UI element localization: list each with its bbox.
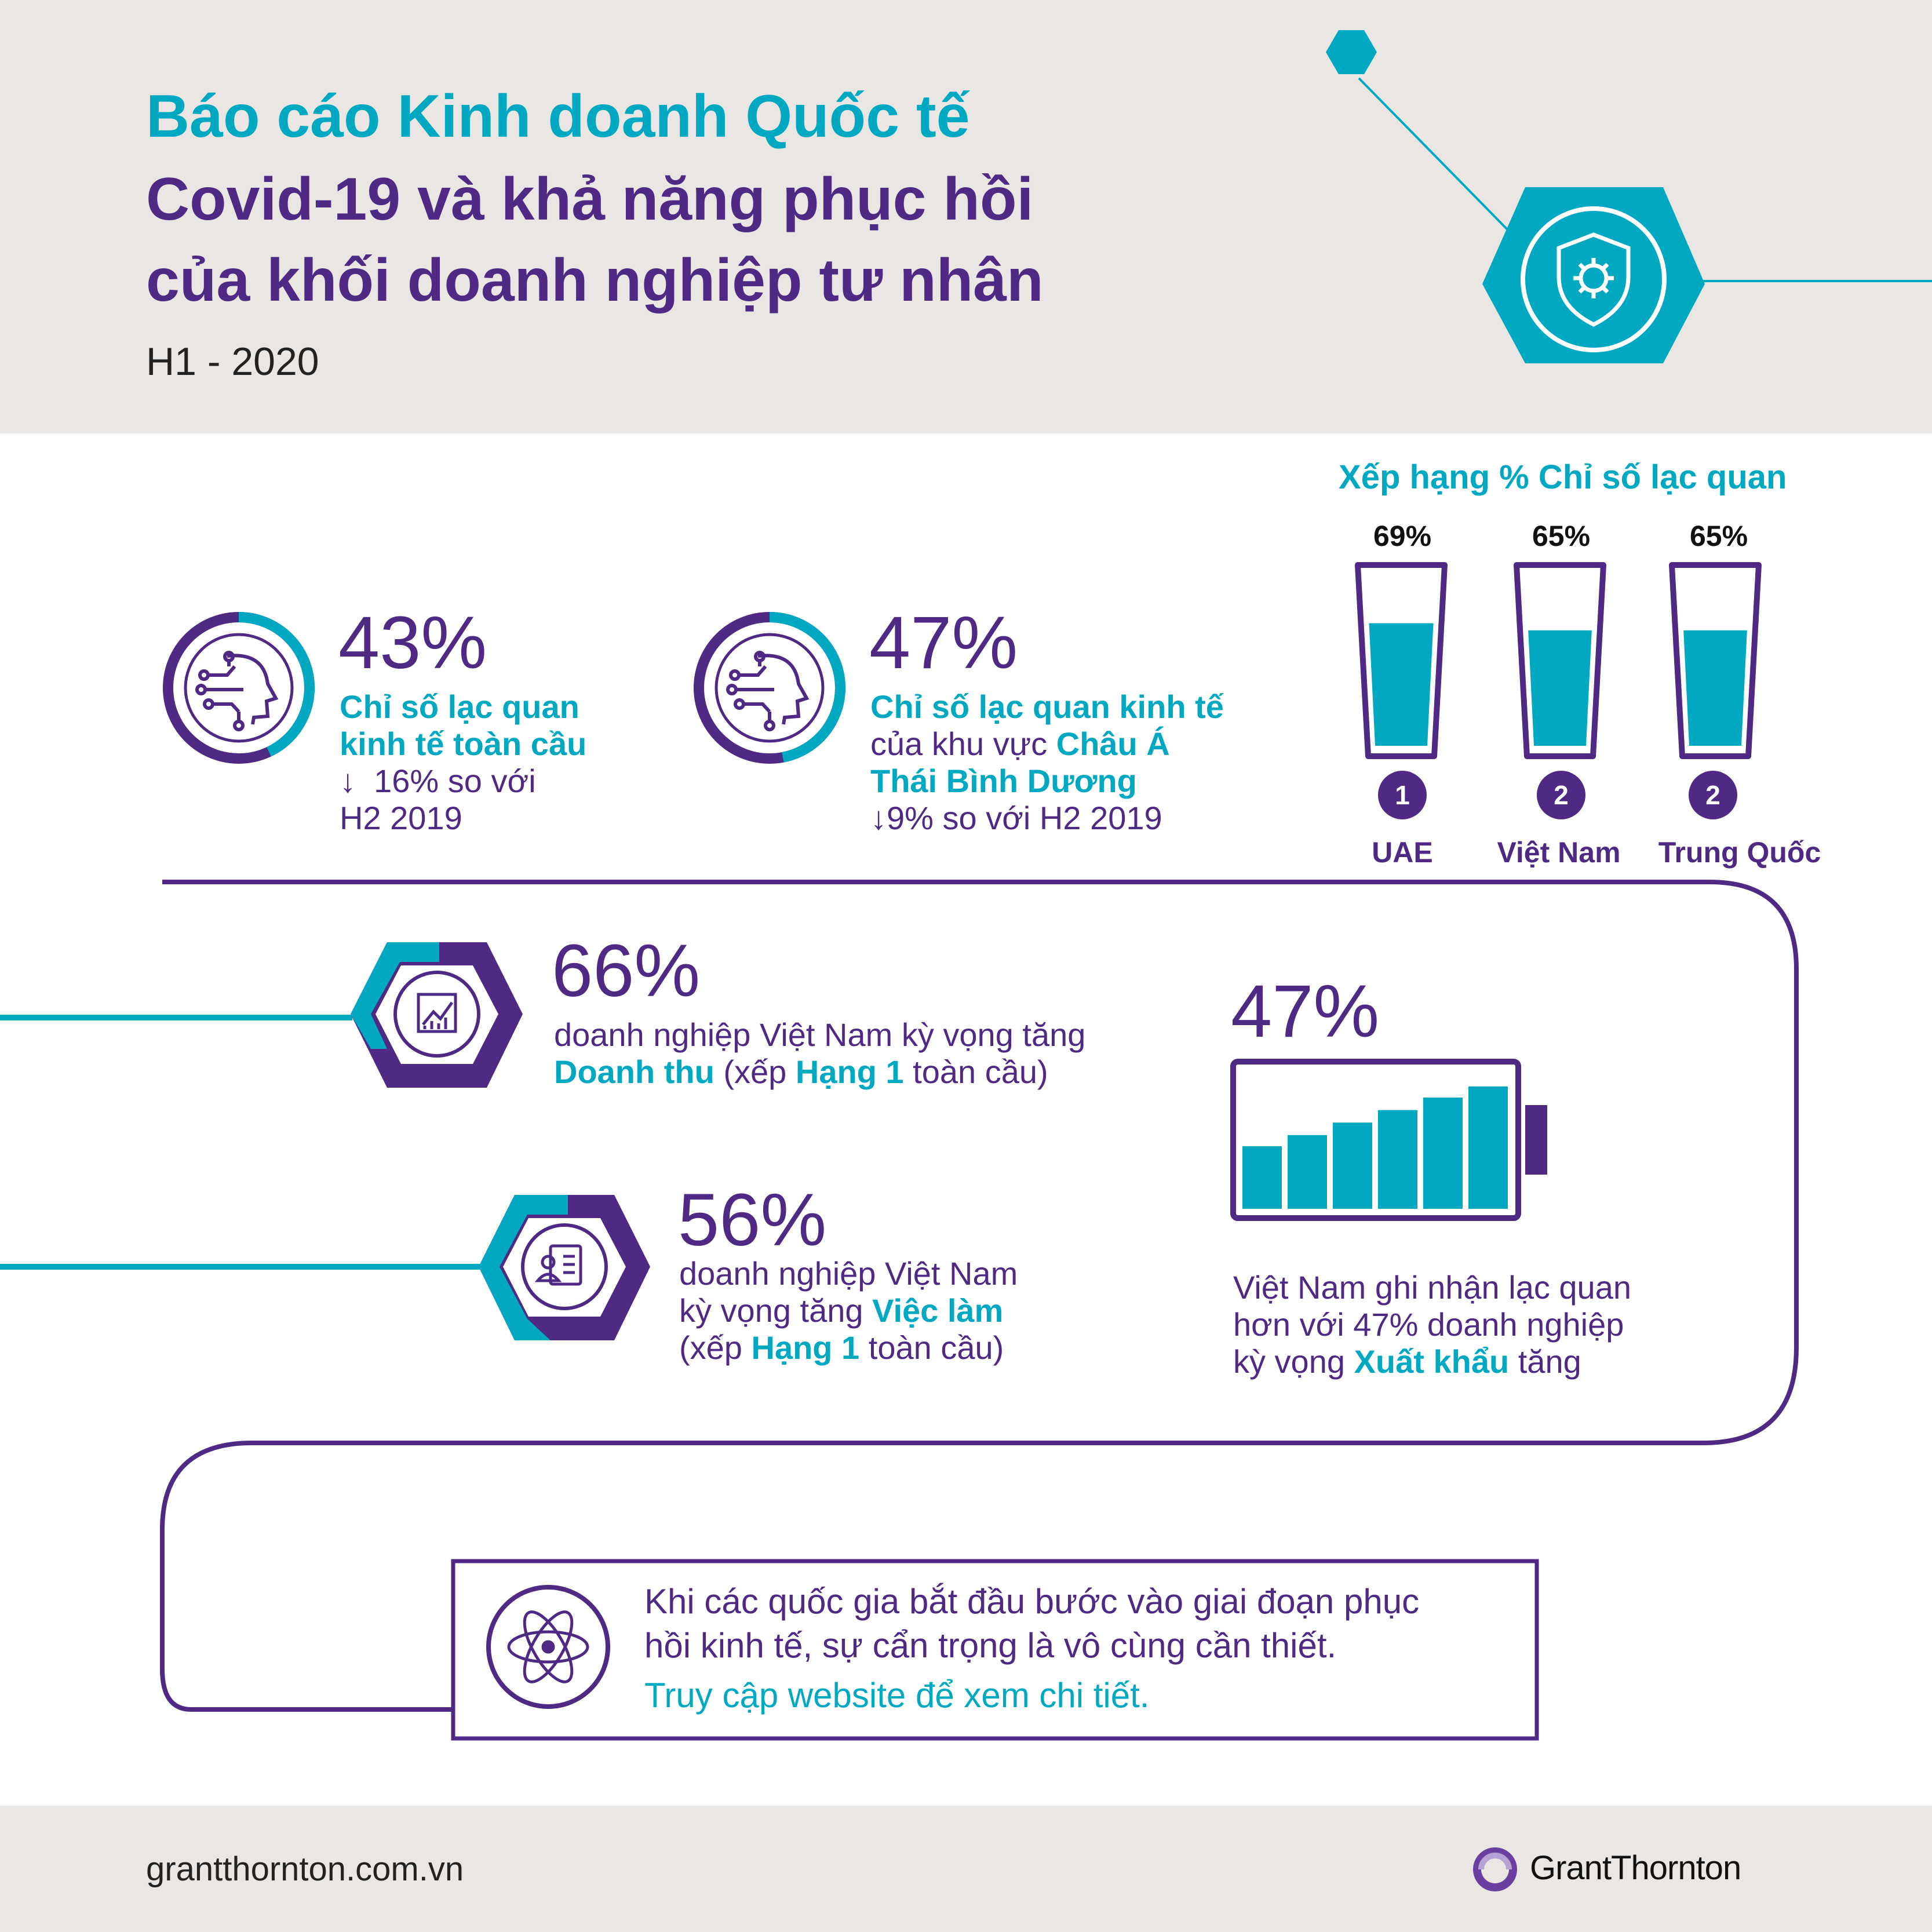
export-value: 47% bbox=[1231, 970, 1380, 1053]
apac-optimism-value: 47% bbox=[869, 602, 1018, 684]
revenue-value: 66% bbox=[552, 929, 701, 1012]
rank-value: 69% bbox=[1373, 520, 1432, 552]
revenue-hexagon bbox=[351, 942, 523, 1088]
global-change-period: H2 2019 bbox=[340, 800, 462, 836]
global-optimism-label: Chỉ số lạc quan kinh tế toàn cầu ↓ 16% s… bbox=[340, 688, 586, 837]
flow-line bbox=[160, 880, 1799, 1712]
global-label-line1: Chỉ số lạc quan bbox=[340, 688, 579, 725]
test-tube-liquid bbox=[1528, 630, 1592, 746]
apac-label-line3: Thái Bình Dương bbox=[870, 763, 1137, 799]
battery-bar bbox=[1468, 1086, 1508, 1209]
ai-head-icon bbox=[726, 651, 810, 731]
jobs-value: 56% bbox=[678, 1179, 827, 1262]
jobs-line3-prefix: (xếp bbox=[679, 1329, 752, 1366]
battery-bar bbox=[1288, 1135, 1327, 1209]
apac-label-line1: Chỉ số lạc quan kinh tế bbox=[870, 688, 1224, 725]
jobs-line1: doanh nghiệp Việt Nam bbox=[679, 1255, 1018, 1292]
revenue-line2: Doanh thu (xếp Hạng 1 toàn cầu) bbox=[554, 1054, 1085, 1091]
grant-thornton-logo-icon bbox=[1473, 1847, 1517, 1891]
rank-country: Việt Nam bbox=[1497, 836, 1621, 869]
apac-label-line2: của khu vực Châu Á bbox=[870, 726, 1224, 763]
jobs-label: doanh nghiệp Việt Nam kỳ vọng tăng Việc … bbox=[679, 1255, 1018, 1366]
battery-bar bbox=[1242, 1146, 1282, 1209]
ai-head-icon bbox=[195, 651, 279, 731]
global-change: ↓ 16% so với bbox=[340, 763, 586, 800]
report-subtitle-line1: Covid-19 và khả năng phục hồi bbox=[146, 166, 1034, 233]
rank-badge: 2 bbox=[1537, 771, 1585, 819]
rank-country: UAE bbox=[1372, 836, 1433, 869]
global-optimism-ring bbox=[163, 612, 315, 764]
rank-value: 65% bbox=[1689, 520, 1748, 552]
revenue-end: toàn cầu) bbox=[903, 1054, 1048, 1090]
global-optimism-value: 43% bbox=[338, 602, 487, 684]
small-hexagon bbox=[1326, 30, 1377, 74]
job-document-icon bbox=[534, 1244, 582, 1286]
atom-icon bbox=[507, 1610, 589, 1683]
brand-name: GrantThornton bbox=[1530, 1849, 1741, 1887]
jobs-end: toàn cầu) bbox=[859, 1329, 1004, 1366]
export-label: Việt Nam ghi nhận lạc quan hơn với 47% d… bbox=[1233, 1269, 1631, 1380]
revenue-label: doanh nghiệp Việt Nam kỳ vọng tăng Doanh… bbox=[554, 1016, 1085, 1091]
cta-line2: hồi kinh tế, sự cẩn trọng là vô cùng cần… bbox=[644, 1626, 1337, 1665]
footer-website-link[interactable]: grantthornton.com.vn bbox=[146, 1850, 464, 1888]
report-subtitle-line2: của khối doanh nghiệp tư nhân bbox=[146, 247, 1044, 314]
report-period: H1 - 2020 bbox=[146, 340, 319, 384]
export-line3-prefix: kỳ vọng bbox=[1233, 1343, 1354, 1380]
cta-text: Khi các quốc gia bắt đầu bước vào giai đ… bbox=[644, 1580, 1419, 1718]
rank-badge: 1 bbox=[1378, 771, 1427, 819]
export-battery bbox=[1230, 1059, 1547, 1221]
export-line2: hơn với 47% doanh nghiệp bbox=[1233, 1306, 1624, 1343]
export-line1: Việt Nam ghi nhận lạc quan bbox=[1233, 1269, 1631, 1306]
export-highlight: Xuất khẩu bbox=[1354, 1343, 1510, 1380]
cta-box bbox=[451, 1559, 1539, 1741]
large-hexagon bbox=[1482, 187, 1705, 363]
cta-link[interactable]: Truy cập website để xem chi tiết. bbox=[644, 1676, 1150, 1715]
rank-value: 65% bbox=[1532, 520, 1591, 552]
jobs-line2: kỳ vọng tăng Việc làm bbox=[679, 1292, 1018, 1329]
footer-band bbox=[0, 1806, 1932, 1932]
jobs-line3: (xếp Hạng 1 toàn cầu) bbox=[679, 1329, 1018, 1366]
jobs-hexagon bbox=[479, 1195, 650, 1340]
global-change-text: 16% so với bbox=[374, 763, 536, 799]
jobs-line2-prefix: kỳ vọng tăng bbox=[679, 1292, 873, 1329]
revenue-highlight: Doanh thu bbox=[554, 1054, 715, 1090]
shield-virus-icon bbox=[1556, 232, 1631, 327]
apac-optimism-label: Chỉ số lạc quan kinh tế của khu vực Châu… bbox=[870, 688, 1224, 837]
export-line3-suffix: tăng bbox=[1509, 1343, 1581, 1380]
global-label-line2: kinh tế toàn cầu bbox=[340, 726, 587, 762]
export-line3: kỳ vọng Xuất khẩu tăng bbox=[1233, 1343, 1631, 1380]
rank-badge: 2 bbox=[1689, 771, 1737, 819]
ranking-title: Xếp hạng % Chỉ số lạc quan bbox=[1339, 458, 1787, 496]
report-title: Báo cáo Kinh doanh Quốc tế bbox=[146, 83, 970, 150]
battery-bar bbox=[1423, 1098, 1463, 1209]
apac-optimism-ring bbox=[694, 612, 845, 764]
jobs-rank-highlight: Hạng 1 bbox=[751, 1329, 860, 1366]
rank-country: Trung Quốc bbox=[1658, 836, 1821, 869]
down-arrow-icon: ↓ bbox=[340, 763, 356, 799]
battery-bar bbox=[1333, 1122, 1372, 1209]
chart-growth-icon bbox=[417, 993, 457, 1033]
ranking-tubes bbox=[1355, 562, 1762, 759]
apac-line2-prefix: của khu vực bbox=[870, 726, 1056, 762]
cta-line1: Khi các quốc gia bắt đầu bước vào giai đ… bbox=[644, 1582, 1420, 1621]
revenue-line1: doanh nghiệp Việt Nam kỳ vọng tăng bbox=[554, 1016, 1086, 1053]
jobs-highlight: Việc làm bbox=[872, 1292, 1004, 1329]
revenue-mid: (xếp bbox=[714, 1054, 796, 1090]
header-virus-shield-graphic bbox=[1326, 30, 1932, 363]
revenue-rank-highlight: Hạng 1 bbox=[795, 1054, 904, 1090]
battery-bar bbox=[1378, 1110, 1417, 1209]
test-tube-liquid bbox=[1369, 623, 1434, 746]
apac-region-highlight: Châu Á bbox=[1056, 726, 1170, 762]
test-tube-liquid bbox=[1683, 630, 1747, 746]
apac-change: ↓9% so với H2 2019 bbox=[870, 800, 1162, 836]
